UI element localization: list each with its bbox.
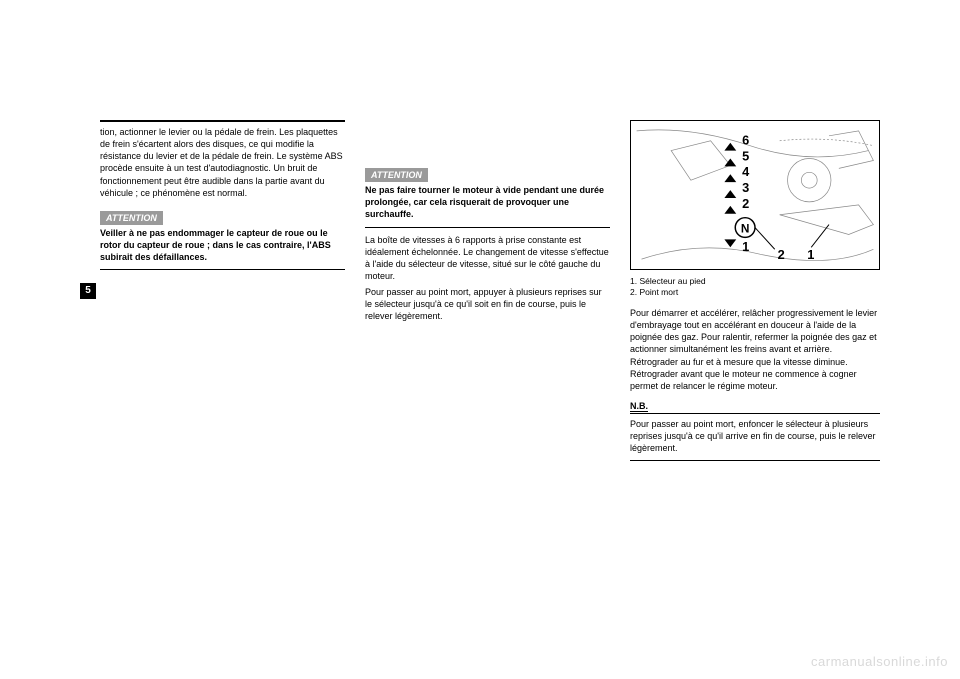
rule <box>100 269 345 270</box>
column-3: 6 5 4 3 2 1 <box>630 120 880 467</box>
attention-label: ATTENTION <box>100 211 163 225</box>
caption-line: 1. Sélecteur au pied <box>630 276 706 286</box>
attention-text: Ne pas faire tourner le moteur à vide pe… <box>365 184 610 220</box>
svg-text:2: 2 <box>778 247 785 262</box>
svg-text:6: 6 <box>742 133 749 148</box>
svg-text:5: 5 <box>742 148 749 163</box>
figure-caption: 1. Sélecteur au pied 2. Point mort <box>630 276 880 299</box>
rule <box>630 413 880 414</box>
gear-shift-diagram: 6 5 4 3 2 1 <box>630 120 880 270</box>
column-1: tion, actionner le levier ou la pédale d… <box>100 120 345 467</box>
rule <box>365 227 610 228</box>
svg-text:4: 4 <box>742 164 750 179</box>
svg-text:N: N <box>741 221 750 235</box>
svg-text:2: 2 <box>742 196 749 211</box>
rule <box>100 120 345 122</box>
body-text: Pour passer au point mort, appuyer à plu… <box>365 286 610 322</box>
rule <box>630 460 880 461</box>
svg-text:3: 3 <box>742 180 749 195</box>
watermark: carmanualsonline.info <box>811 654 948 669</box>
svg-text:1: 1 <box>742 239 749 254</box>
body-text: tion, actionner le levier ou la pédale d… <box>100 126 345 199</box>
page-content: tion, actionner le levier ou la pédale d… <box>100 120 880 467</box>
section-number: 5 <box>80 283 96 299</box>
caption-line: 2. Point mort <box>630 287 678 297</box>
svg-text:1: 1 <box>807 247 814 262</box>
note-text: Pour passer au point mort, enfoncer le s… <box>630 418 880 454</box>
note-label: N.B. <box>630 401 648 412</box>
attention-label: ATTENTION <box>365 168 428 182</box>
attention-text: Veiller à ne pas endommager le capteur d… <box>100 227 345 263</box>
body-text: Pour démarrer et accélérer, relâcher pro… <box>630 307 880 392</box>
column-2: ATTENTION Ne pas faire tourner le moteur… <box>365 120 610 467</box>
body-text: La boîte de vitesses à 6 rapports à pris… <box>365 234 610 283</box>
